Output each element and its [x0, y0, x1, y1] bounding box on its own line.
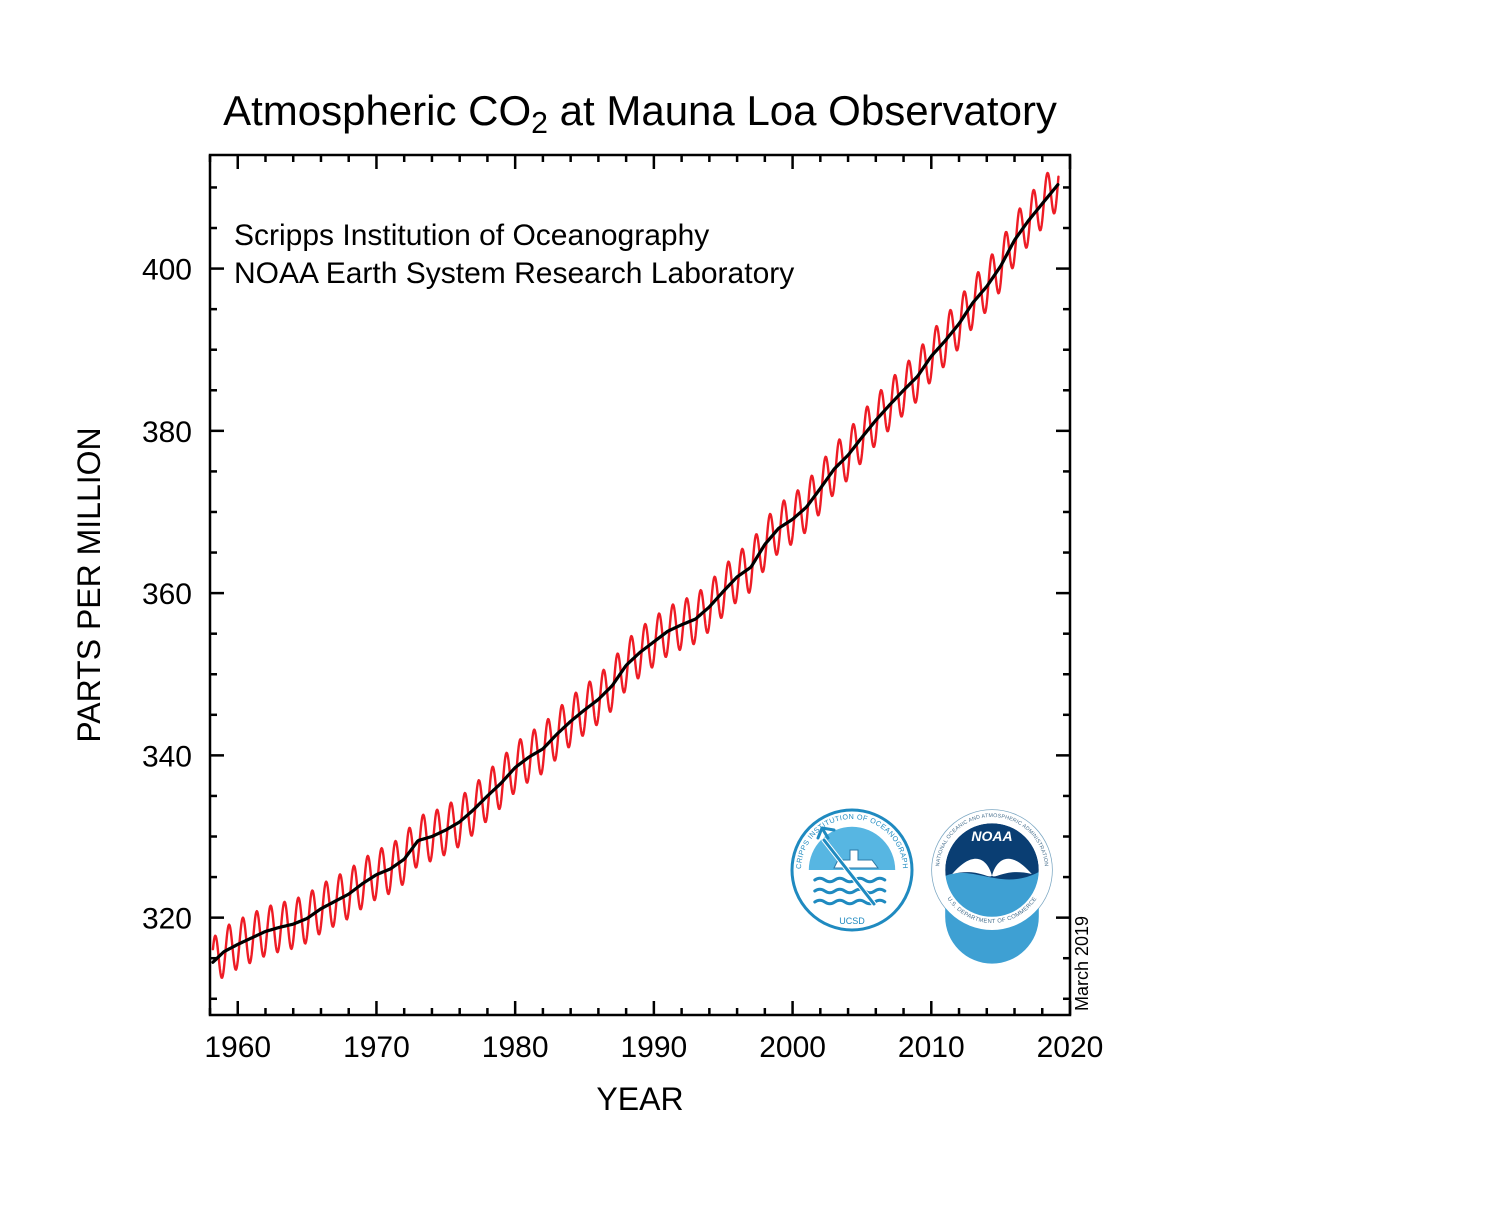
- y-tick-label: 400: [142, 254, 192, 287]
- y-axis-label: PARTS PER MILLION: [71, 427, 107, 742]
- x-tick-label: 1990: [620, 1031, 687, 1064]
- scripps-ucsd-text: UCSD: [839, 916, 865, 926]
- x-axis-label: YEAR: [596, 1081, 683, 1117]
- x-tick-label: 1970: [343, 1031, 410, 1064]
- keeling-curve-chart: Atmospheric CO2 at Mauna Loa Observatory…: [0, 0, 1485, 1216]
- x-tick-label: 2010: [898, 1031, 965, 1064]
- y-tick-label: 360: [142, 578, 192, 611]
- page: Atmospheric CO2 at Mauna Loa Observatory…: [0, 0, 1485, 1216]
- noaa-label: NOAA: [971, 828, 1012, 844]
- credit-line-1: Scripps Institution of Oceanography: [234, 219, 709, 252]
- x-tick-label: 1980: [482, 1031, 549, 1064]
- chart-title: Atmospheric CO2 at Mauna Loa Observatory: [223, 87, 1057, 140]
- x-tick-label: 2020: [1037, 1031, 1104, 1064]
- credit-line-2: NOAA Earth System Research Laboratory: [234, 257, 794, 290]
- y-tick-label: 320: [142, 903, 192, 936]
- y-tick-label: 340: [142, 740, 192, 773]
- y-tick-label: 380: [142, 416, 192, 449]
- x-tick-label: 2000: [759, 1031, 826, 1064]
- x-tick-label: 1960: [204, 1031, 271, 1064]
- date-stamp: March 2019: [1072, 916, 1092, 1011]
